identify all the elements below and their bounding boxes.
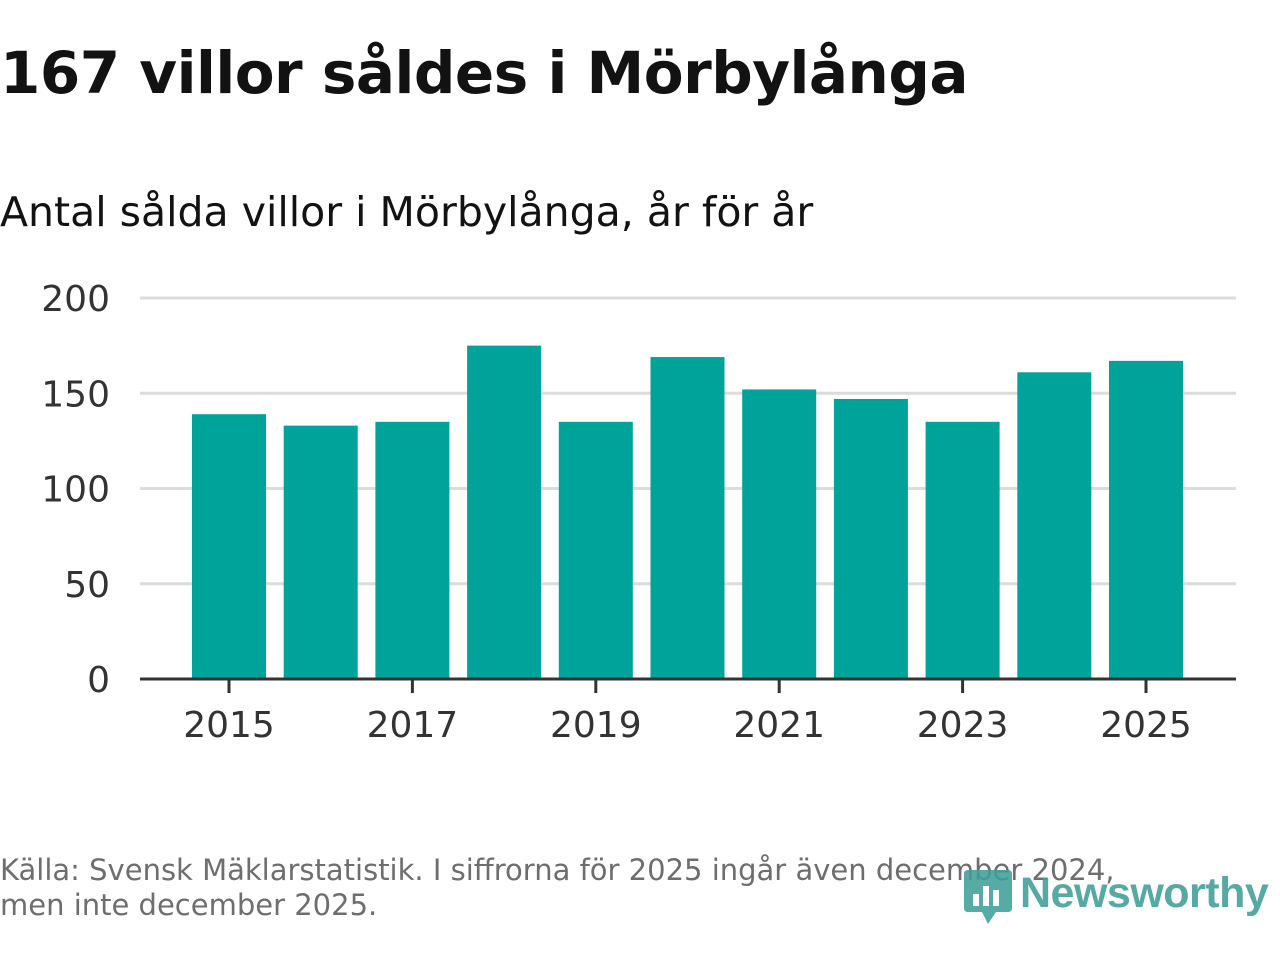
bar-2022	[833, 398, 908, 679]
chart-subtitle: Antal sålda villor i Mörbylånga, år för …	[0, 188, 814, 236]
y-tick-label-150: 150	[41, 374, 110, 415]
source-note: Källa: Svensk Mäklarstatistik. I siffror…	[0, 853, 1240, 923]
chart-title: 167 villor såldes i Mörbylånga	[0, 39, 969, 107]
x-tick-label-2015: 2015	[183, 705, 275, 746]
bars	[192, 345, 1183, 679]
brand-name: Newsworthy	[1020, 868, 1269, 917]
bar-2015	[192, 414, 266, 679]
x-tick-label-2021: 2021	[733, 705, 825, 746]
x-tick-label-2019: 2019	[550, 705, 642, 746]
bar-2024	[1017, 372, 1092, 679]
bar-2025	[1109, 360, 1183, 679]
y-tick-label-50: 50	[64, 565, 110, 606]
axes: 0 50 100 150 200 2015 2017 2019 2021 2023 2025	[41, 279, 1236, 746]
bar-2019	[558, 421, 633, 679]
y-tick-label-0: 0	[87, 660, 110, 701]
y-tick-label-200: 200	[41, 279, 110, 320]
newsworthy-logo-icon	[964, 870, 1012, 924]
bar-2023	[925, 421, 1000, 679]
bar-2020	[650, 357, 725, 679]
source-line-2: men inte december 2025.	[0, 887, 378, 922]
bar-2021	[742, 389, 817, 679]
y-tick-label-100: 100	[41, 470, 110, 511]
bar-2016	[283, 425, 358, 679]
x-tick-label-2017: 2017	[367, 705, 459, 746]
x-tick-label-2023: 2023	[917, 705, 1009, 746]
bar-2017	[375, 421, 450, 679]
source-line-1: Källa: Svensk Mäklarstatistik. I siffror…	[0, 853, 1115, 887]
newsworthy-logo: Newsworthy	[962, 860, 1269, 926]
x-tick-label-2025: 2025	[1100, 705, 1192, 746]
bar-2018	[467, 345, 542, 679]
